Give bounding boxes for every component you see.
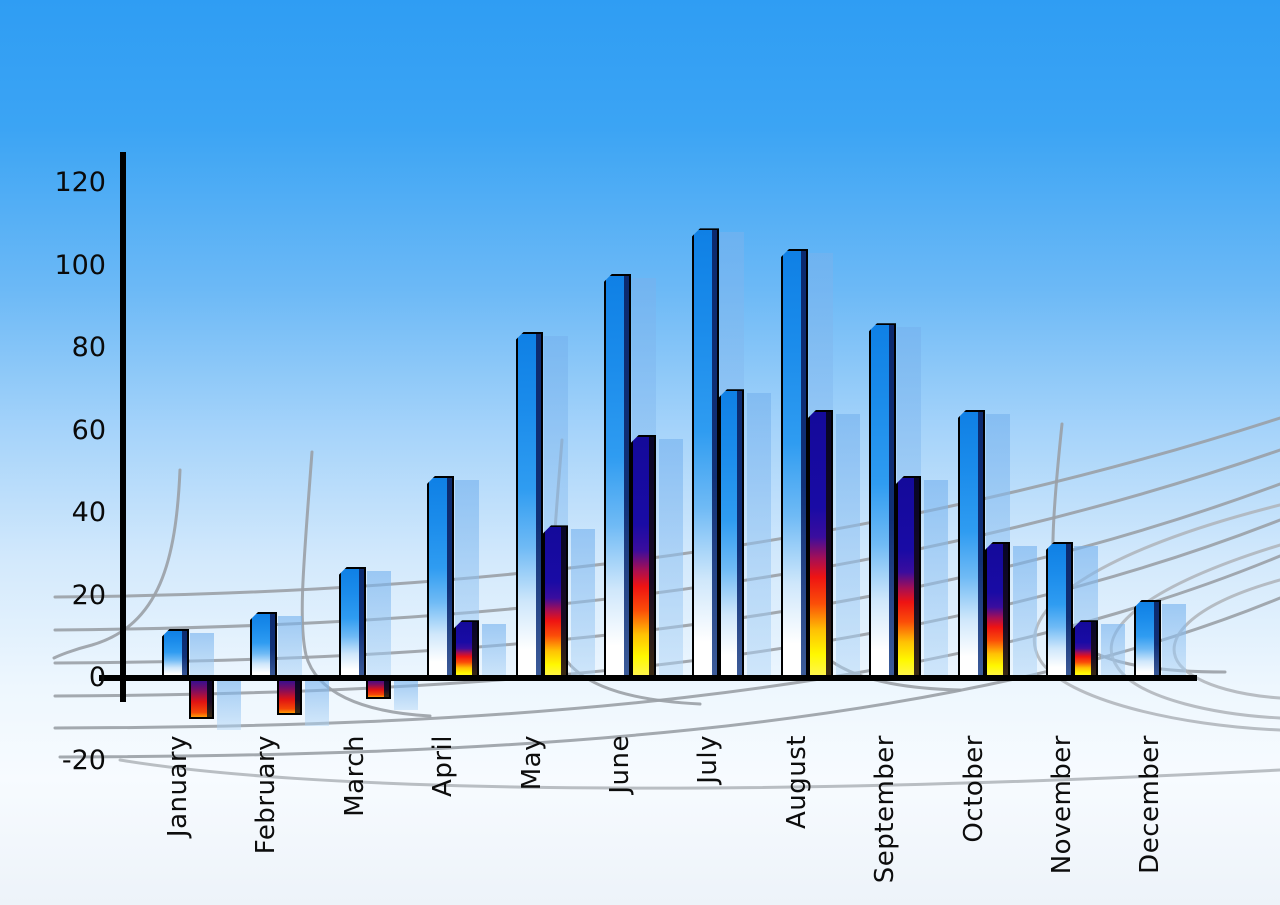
- month-label-december: December: [1135, 735, 1165, 874]
- bar-series2-november: [1073, 620, 1098, 680]
- bar-series2-september: [896, 475, 921, 680]
- bar-series2-october: [985, 541, 1010, 680]
- month-label-november: November: [1047, 735, 1077, 875]
- bar-shadow-series2-june: [659, 438, 683, 681]
- bar-series2-june: [631, 434, 656, 680]
- bar-shadow-series2-july: [747, 393, 771, 681]
- bar-series1-february: [250, 612, 277, 680]
- x-axis-line: [99, 675, 1197, 681]
- y-tick-label--20: -20: [61, 745, 106, 776]
- bar-shadow-series2-september: [924, 479, 948, 681]
- month-label-april: April: [428, 735, 458, 797]
- y-tick-label-120: 120: [54, 167, 106, 198]
- bar-shadow-series1-february: [278, 616, 302, 681]
- month-label-february: February: [251, 735, 281, 855]
- bar-series1-december: [1134, 599, 1161, 680]
- y-tick-label-80: 80: [71, 332, 106, 363]
- bar-shadow-series2-october: [1013, 545, 1037, 681]
- bar-series1-march: [339, 566, 366, 680]
- bar-series1-september: [869, 323, 896, 680]
- bar-series2-february: [277, 677, 302, 716]
- bar-series2-january: [189, 677, 214, 720]
- month-label-august: August: [782, 735, 812, 829]
- bar-shadow-series2-january: [217, 681, 241, 731]
- y-tick-label-40: 40: [71, 497, 106, 528]
- grid-line: [300, 450, 432, 718]
- bar-series1-october: [958, 409, 985, 680]
- month-label-may: May: [517, 735, 547, 791]
- grid-line: [1032, 503, 1280, 732]
- bar-series1-june: [604, 273, 631, 680]
- month-label-september: September: [870, 735, 900, 884]
- bar-shadow-series2-february: [305, 681, 329, 727]
- bar-series1-may: [516, 331, 543, 680]
- bar-shadow-series1-december: [1162, 603, 1186, 681]
- y-tick-label-0: 0: [88, 662, 106, 693]
- month-label-june: June: [605, 735, 635, 794]
- bar-series2-may: [543, 525, 568, 680]
- bar-shadow-series2-august: [836, 413, 860, 681]
- bar-series1-july: [692, 228, 719, 680]
- month-label-october: October: [959, 735, 989, 843]
- y-tick-label-20: 20: [71, 580, 106, 611]
- bar-shadow-series2-april: [482, 624, 506, 681]
- month-label-january: January: [163, 735, 193, 838]
- y-axis-line: [120, 152, 126, 702]
- bar-series2-april: [454, 620, 479, 680]
- bar-series2-july: [719, 389, 744, 680]
- month-label-july: July: [693, 735, 723, 784]
- bar-shadow-series2-november: [1101, 624, 1125, 681]
- y-tick-label-60: 60: [71, 415, 106, 446]
- bar-series1-january: [162, 628, 189, 680]
- bar-series1-november: [1046, 541, 1073, 680]
- bar-shadow-series2-may: [571, 529, 595, 681]
- bar-series2-august: [808, 409, 833, 680]
- y-tick-label-100: 100: [54, 250, 106, 281]
- grid-line: [118, 758, 1280, 790]
- bar-shadow-series1-january: [190, 632, 214, 681]
- bar-series1-august: [781, 249, 808, 680]
- month-label-march: March: [340, 735, 370, 817]
- bar-shadow-series2-march: [394, 681, 418, 710]
- bar-series1-april: [427, 475, 454, 680]
- bar-shadow-series1-march: [367, 570, 391, 681]
